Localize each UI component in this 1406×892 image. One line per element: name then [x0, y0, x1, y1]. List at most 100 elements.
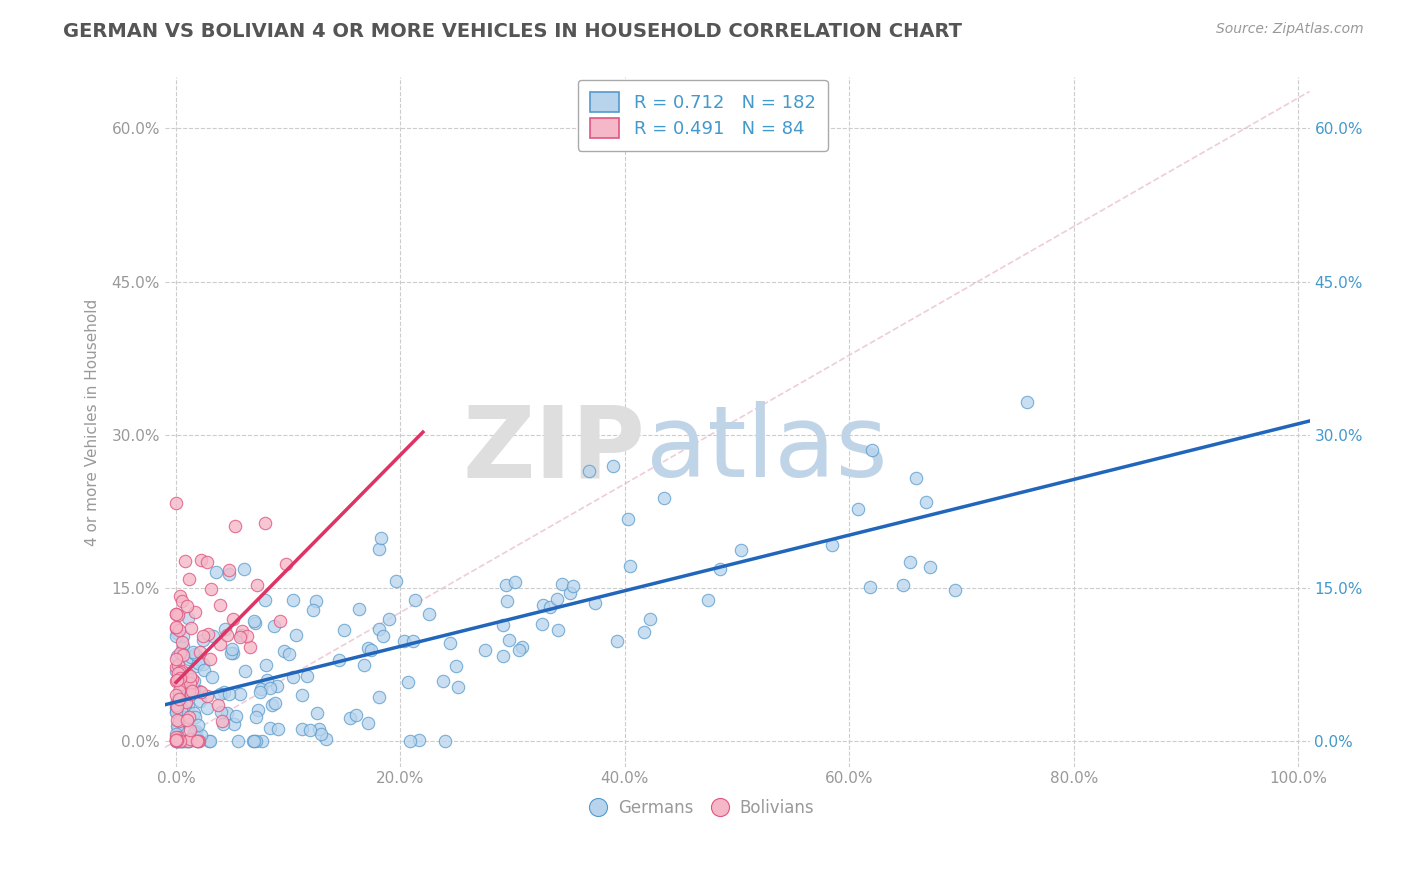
Point — [172, 664, 194, 678]
Point — [165, 674, 187, 689]
Point — [578, 463, 600, 477]
Point — [474, 643, 496, 657]
Point — [166, 734, 188, 748]
Point — [193, 663, 215, 677]
Point — [165, 731, 187, 746]
Point — [183, 674, 205, 689]
Point — [165, 734, 187, 748]
Point — [191, 633, 214, 648]
Point — [243, 614, 266, 628]
Point — [281, 670, 304, 684]
Point — [235, 664, 257, 678]
Point — [165, 727, 187, 741]
Point — [167, 721, 190, 735]
Point — [418, 607, 440, 621]
Point — [408, 733, 430, 747]
Point — [165, 698, 187, 712]
Point — [943, 583, 966, 598]
Point — [277, 648, 299, 662]
Point — [392, 633, 415, 648]
Point — [198, 652, 221, 666]
Point — [371, 628, 394, 642]
Point — [165, 607, 187, 622]
Point — [167, 734, 190, 748]
Point — [560, 585, 582, 599]
Point — [183, 682, 205, 697]
Point — [218, 563, 240, 577]
Point — [638, 612, 661, 626]
Point — [170, 594, 193, 608]
Point — [860, 443, 883, 458]
Point — [495, 578, 517, 592]
Point — [368, 622, 391, 636]
Point — [918, 559, 941, 574]
Point — [169, 677, 191, 691]
Point — [221, 646, 243, 660]
Point — [891, 578, 914, 592]
Point — [245, 734, 267, 748]
Point — [250, 682, 273, 697]
Point — [177, 734, 200, 748]
Point — [432, 673, 454, 688]
Point — [188, 693, 211, 707]
Point — [179, 723, 201, 737]
Point — [169, 623, 191, 637]
Point — [169, 671, 191, 685]
Point — [254, 658, 277, 673]
Point — [309, 727, 332, 741]
Point — [198, 734, 221, 748]
Point — [166, 718, 188, 732]
Point — [370, 531, 392, 545]
Point — [273, 644, 295, 658]
Point — [181, 684, 204, 698]
Point — [165, 620, 187, 634]
Point — [214, 622, 236, 636]
Point — [283, 593, 305, 607]
Point — [633, 624, 655, 639]
Point — [242, 734, 264, 748]
Point — [190, 552, 212, 566]
Point — [231, 624, 253, 639]
Point — [165, 664, 187, 678]
Point — [205, 565, 228, 579]
Point — [259, 681, 281, 695]
Point — [167, 607, 190, 622]
Point — [180, 687, 202, 701]
Point — [503, 575, 526, 590]
Point — [174, 554, 197, 568]
Point — [209, 637, 232, 651]
Point — [172, 734, 194, 748]
Point — [172, 629, 194, 643]
Point — [328, 653, 350, 667]
Point — [207, 698, 229, 712]
Point — [333, 623, 356, 637]
Text: Source: ZipAtlas.com: Source: ZipAtlas.com — [1216, 22, 1364, 37]
Point — [696, 593, 718, 607]
Point — [166, 714, 188, 728]
Point — [915, 495, 938, 509]
Point — [167, 658, 190, 673]
Point — [172, 639, 194, 653]
Point — [184, 605, 207, 619]
Point — [495, 594, 517, 608]
Point — [177, 699, 200, 714]
Point — [224, 519, 246, 533]
Point — [1015, 394, 1038, 409]
Point — [170, 701, 193, 715]
Point — [186, 724, 208, 739]
Point — [378, 611, 401, 625]
Point — [859, 580, 882, 594]
Point — [218, 566, 240, 581]
Point — [224, 717, 246, 731]
Point — [531, 598, 554, 612]
Point — [222, 612, 245, 626]
Point — [183, 706, 205, 721]
Point — [186, 658, 208, 673]
Point — [200, 734, 222, 748]
Point — [508, 643, 530, 657]
Point — [201, 670, 224, 684]
Point — [186, 717, 208, 731]
Point — [360, 643, 382, 657]
Point — [606, 634, 628, 648]
Point — [165, 733, 187, 747]
